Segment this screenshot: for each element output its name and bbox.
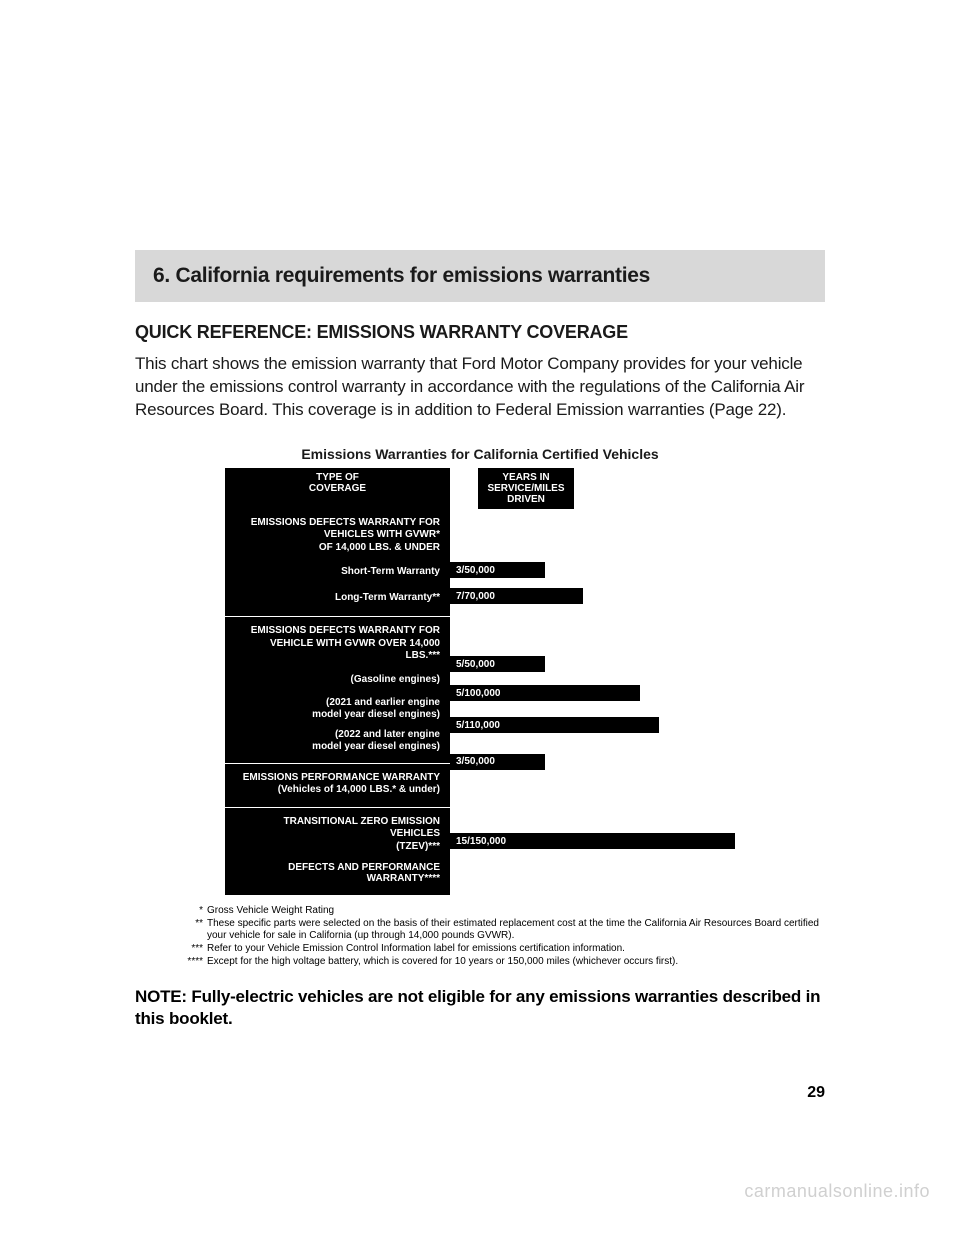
- chart-bar: 5/100,000: [450, 685, 640, 701]
- footnote-marker: **: [177, 918, 207, 942]
- chart-title: Emissions Warranties for California Cert…: [135, 446, 825, 462]
- chart-row-label: Short-Term Warranty: [225, 558, 450, 584]
- chart-row-label: (2022 and later enginemodel year diesel …: [225, 725, 450, 757]
- chart-group-heading: EMISSIONS PERFORMANCE WARRANTY(Vehicles …: [225, 763, 450, 801]
- footnote-text: Refer to your Vehicle Emission Control I…: [207, 943, 825, 955]
- footnote-text: Except for the high voltage battery, whi…: [207, 956, 825, 968]
- footnote: **These specific parts were selected on …: [177, 918, 825, 942]
- chart-bar: 5/110,000: [450, 717, 659, 733]
- section-header: 6. California requirements for emissions…: [135, 250, 825, 302]
- subtitle: QUICK REFERENCE: EMISSIONS WARRANTY COVE…: [135, 322, 825, 343]
- footnote-marker: ***: [177, 943, 207, 955]
- watermark: carmanualsonline.info: [744, 1181, 930, 1202]
- note: NOTE: Fully-electric vehicles are not el…: [135, 986, 825, 1030]
- footnote-marker: *: [177, 905, 207, 917]
- chart-group-heading: EMISSIONS DEFECTS WARRANTY FORVEHICLE WI…: [225, 616, 450, 667]
- footnote: ***Refer to your Vehicle Emission Contro…: [177, 943, 825, 955]
- footnotes: *Gross Vehicle Weight Rating**These spec…: [135, 905, 825, 968]
- chart-bar: 3/50,000: [450, 754, 545, 770]
- chart-header-years: YEARS INSERVICE/MILESDRIVEN: [478, 468, 574, 509]
- chart-header-type: TYPE OFCOVERAGE: [225, 468, 450, 509]
- page-number: 29: [807, 1084, 825, 1102]
- chart-bar: 5/50,000: [450, 656, 545, 672]
- intro-text: This chart shows the emission warranty t…: [135, 353, 825, 422]
- section-title: 6. California requirements for emissions…: [153, 264, 807, 288]
- footnote-text: Gross Vehicle Weight Rating: [207, 905, 825, 917]
- chart-bar: 3/50,000: [450, 562, 545, 578]
- footnote: *Gross Vehicle Weight Rating: [177, 905, 825, 917]
- chart-row-label: (2021 and earlier enginemodel year diese…: [225, 693, 450, 725]
- chart-group-heading: EMISSIONS DEFECTS WARRANTY FORVEHICLES W…: [225, 509, 450, 559]
- footnote-text: These specific parts were selected on th…: [207, 918, 825, 942]
- chart-row-label: (Gasoline engines): [225, 667, 450, 693]
- chart-bar: 15/150,000: [450, 833, 735, 849]
- emissions-chart: TYPE OFCOVERAGE YEARS INSERVICE/MILESDRIV…: [135, 468, 825, 896]
- chart-row-label: DEFECTS AND PERFORMANCEWARRANTY****: [225, 857, 450, 889]
- note-body: Fully-electric vehicles are not eligible…: [135, 987, 820, 1028]
- chart-group-heading: TRANSITIONAL ZERO EMISSION VEHICLES(TZEV…: [225, 807, 450, 858]
- footnote: ****Except for the high voltage battery,…: [177, 956, 825, 968]
- chart-bar: 7/70,000: [450, 588, 583, 604]
- note-label: NOTE:: [135, 987, 187, 1006]
- chart-row-label: Long-Term Warranty**: [225, 584, 450, 610]
- footnote-marker: ****: [177, 956, 207, 968]
